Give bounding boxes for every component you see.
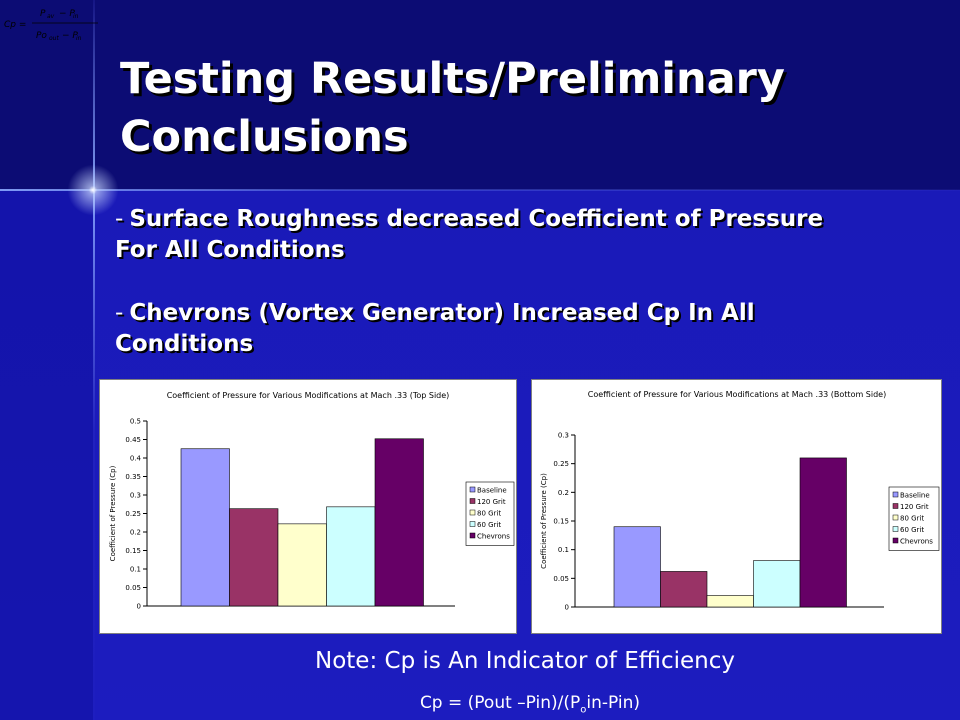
chart-title: Coefficient of Pressure for Various Modi… bbox=[588, 390, 886, 399]
legend-swatch bbox=[469, 486, 476, 493]
efficiency-note: Note: Cp is An Indicator of Efficiency bbox=[315, 648, 735, 674]
horizontal-accent-line bbox=[0, 189, 960, 191]
cp-formula-post: in-Pin) bbox=[586, 693, 641, 713]
chart-bottom-side: Coefficient of Pressure for Various Modi… bbox=[531, 379, 942, 634]
bar-chevrons bbox=[374, 438, 424, 607]
legend-label: 120 Grit bbox=[477, 498, 506, 506]
legend-swatch bbox=[892, 503, 899, 509]
chart-bottom-side-svg: Coefficient of Pressure for Various Modi… bbox=[540, 390, 940, 612]
corner-formula-den-a-sub: out bbox=[49, 35, 59, 42]
y-tick-label: 0 bbox=[565, 604, 569, 612]
corner-formula-num-b-sub: in bbox=[73, 13, 79, 20]
light-flare bbox=[63, 160, 123, 220]
corner-formula-num-a: P bbox=[40, 9, 46, 19]
y-tick-label: 0.3 bbox=[558, 432, 569, 440]
corner-formula-den-b-sub: in bbox=[76, 35, 82, 42]
corner-formula-den-a: Po bbox=[36, 31, 47, 41]
y-tick-label: 0.4 bbox=[130, 455, 142, 463]
corner-formula-num-minus: − P bbox=[59, 9, 75, 19]
bar-baseline bbox=[613, 526, 661, 608]
corner-formula-den-minus: − P bbox=[62, 31, 78, 41]
slide-title: Testing Results/Preliminary Conclusions bbox=[120, 54, 785, 162]
cp-formula: Cp = (Pout –Pin)/(Poin-Pin) bbox=[330, 693, 730, 715]
bullet-dash: - bbox=[115, 206, 124, 232]
y-axis-label: Coefficient of Pressure (Cp) bbox=[540, 473, 548, 569]
corner-formula-lhs: Cp = bbox=[4, 20, 26, 30]
legend-label: 80 Grit bbox=[477, 510, 501, 518]
legend-label: 60 Grit bbox=[477, 521, 501, 529]
legend-swatch bbox=[892, 514, 899, 521]
bullet-text: Chevrons (Vortex Generator) Increased Cp… bbox=[115, 300, 755, 357]
y-tick-label: 0.1 bbox=[130, 566, 141, 574]
legend-label: Chevrons bbox=[477, 533, 510, 541]
bar-80-grit bbox=[706, 595, 754, 608]
legend-swatch bbox=[892, 491, 899, 498]
chart-top-side: Coefficient of Pressure for Various Modi… bbox=[99, 379, 517, 634]
y-tick-label: 0.2 bbox=[558, 489, 569, 497]
bullet-chevrons: - Chevrons (Vortex Generator) Increased C… bbox=[115, 298, 835, 360]
y-tick-label: 0 bbox=[137, 603, 141, 611]
bar-chevrons bbox=[799, 457, 847, 608]
corner-formula-num-a-sub: av bbox=[47, 13, 55, 20]
legend-swatch bbox=[469, 509, 476, 516]
y-tick-label: 0.25 bbox=[125, 510, 141, 518]
bar-baseline bbox=[180, 448, 230, 607]
y-tick-label: 0.25 bbox=[553, 460, 569, 468]
y-tick-label: 0.05 bbox=[553, 575, 569, 583]
cp-formula-sub: o bbox=[580, 704, 587, 716]
corner-formula: Cp = P av − P in Po out − P in bbox=[4, 9, 98, 42]
legend-swatch bbox=[892, 537, 899, 544]
y-tick-label: 0.2 bbox=[130, 529, 141, 537]
legend-swatch bbox=[892, 526, 899, 532]
y-tick-label: 0.1 bbox=[558, 546, 569, 554]
y-tick-label: 0.05 bbox=[125, 584, 141, 592]
bar-120-grit bbox=[229, 508, 279, 607]
y-axis-label: Coefficient of Pressure (Cp) bbox=[109, 465, 117, 561]
y-tick-label: 0.15 bbox=[553, 518, 569, 526]
chart-title: Coefficient of Pressure for Various Modi… bbox=[167, 391, 450, 400]
bar-60-grit bbox=[753, 560, 801, 608]
bullet-dash: - bbox=[115, 300, 124, 326]
bar-60-grit bbox=[326, 506, 376, 607]
y-tick-label: 0.5 bbox=[130, 418, 141, 426]
cp-formula-pre: Cp = (Pout –Pin)/(P bbox=[419, 693, 581, 713]
y-tick-label: 0.35 bbox=[125, 473, 141, 481]
bar-120-grit bbox=[660, 571, 708, 608]
legend-swatch bbox=[469, 521, 476, 527]
vertical-accent-line bbox=[93, 0, 95, 720]
legend-label: 120 Grit bbox=[900, 503, 929, 511]
legend-label: Baseline bbox=[900, 492, 930, 500]
bar-80-grit bbox=[277, 523, 327, 607]
legend-swatch bbox=[469, 532, 476, 539]
left-accent-band bbox=[0, 190, 93, 720]
legend-label: 80 Grit bbox=[900, 515, 924, 523]
bullet-text: Surface Roughness decreased Coefficient … bbox=[115, 206, 824, 263]
legend-label: Chevrons bbox=[900, 538, 933, 546]
legend-swatch bbox=[469, 498, 476, 504]
legend-label: 60 Grit bbox=[900, 526, 924, 534]
chart-top-side-svg: Coefficient of Pressure for Various Modi… bbox=[109, 391, 515, 611]
bullet-surface-roughness: - Surface Roughness decreased Coefficient… bbox=[115, 204, 835, 266]
y-tick-label: 0.45 bbox=[125, 436, 141, 444]
y-tick-label: 0.15 bbox=[125, 547, 141, 555]
y-tick-label: 0.3 bbox=[130, 492, 141, 500]
legend-label: Baseline bbox=[477, 487, 507, 495]
